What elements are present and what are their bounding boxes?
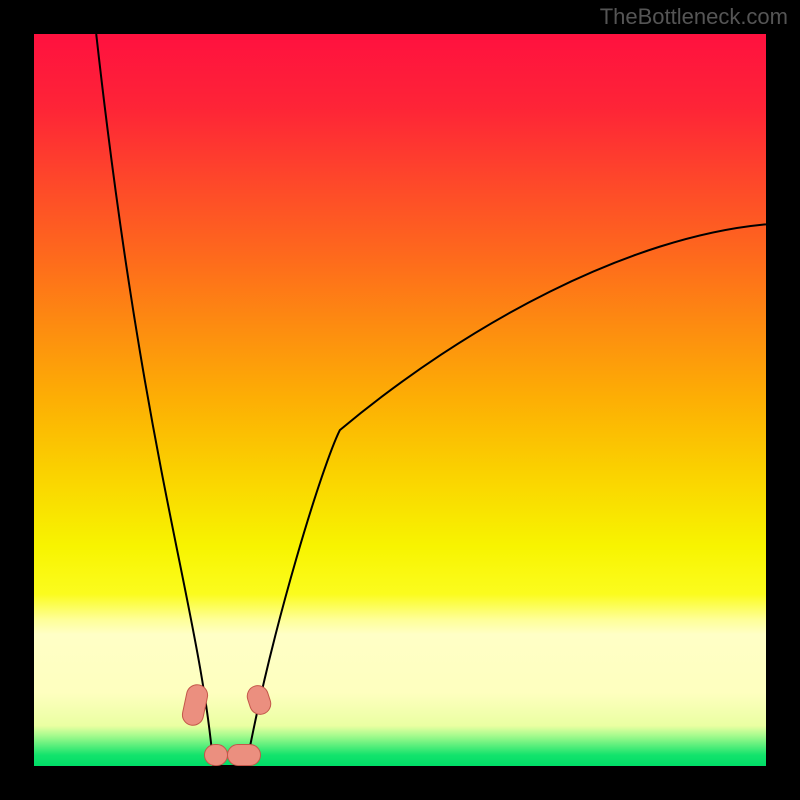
- data-marker: [244, 682, 274, 717]
- data-marker: [204, 744, 228, 766]
- data-marker: [227, 744, 261, 766]
- markers-layer: [34, 34, 766, 766]
- plot-area: [34, 34, 766, 766]
- watermark-text: TheBottleneck.com: [600, 4, 788, 30]
- data-marker: [180, 682, 210, 728]
